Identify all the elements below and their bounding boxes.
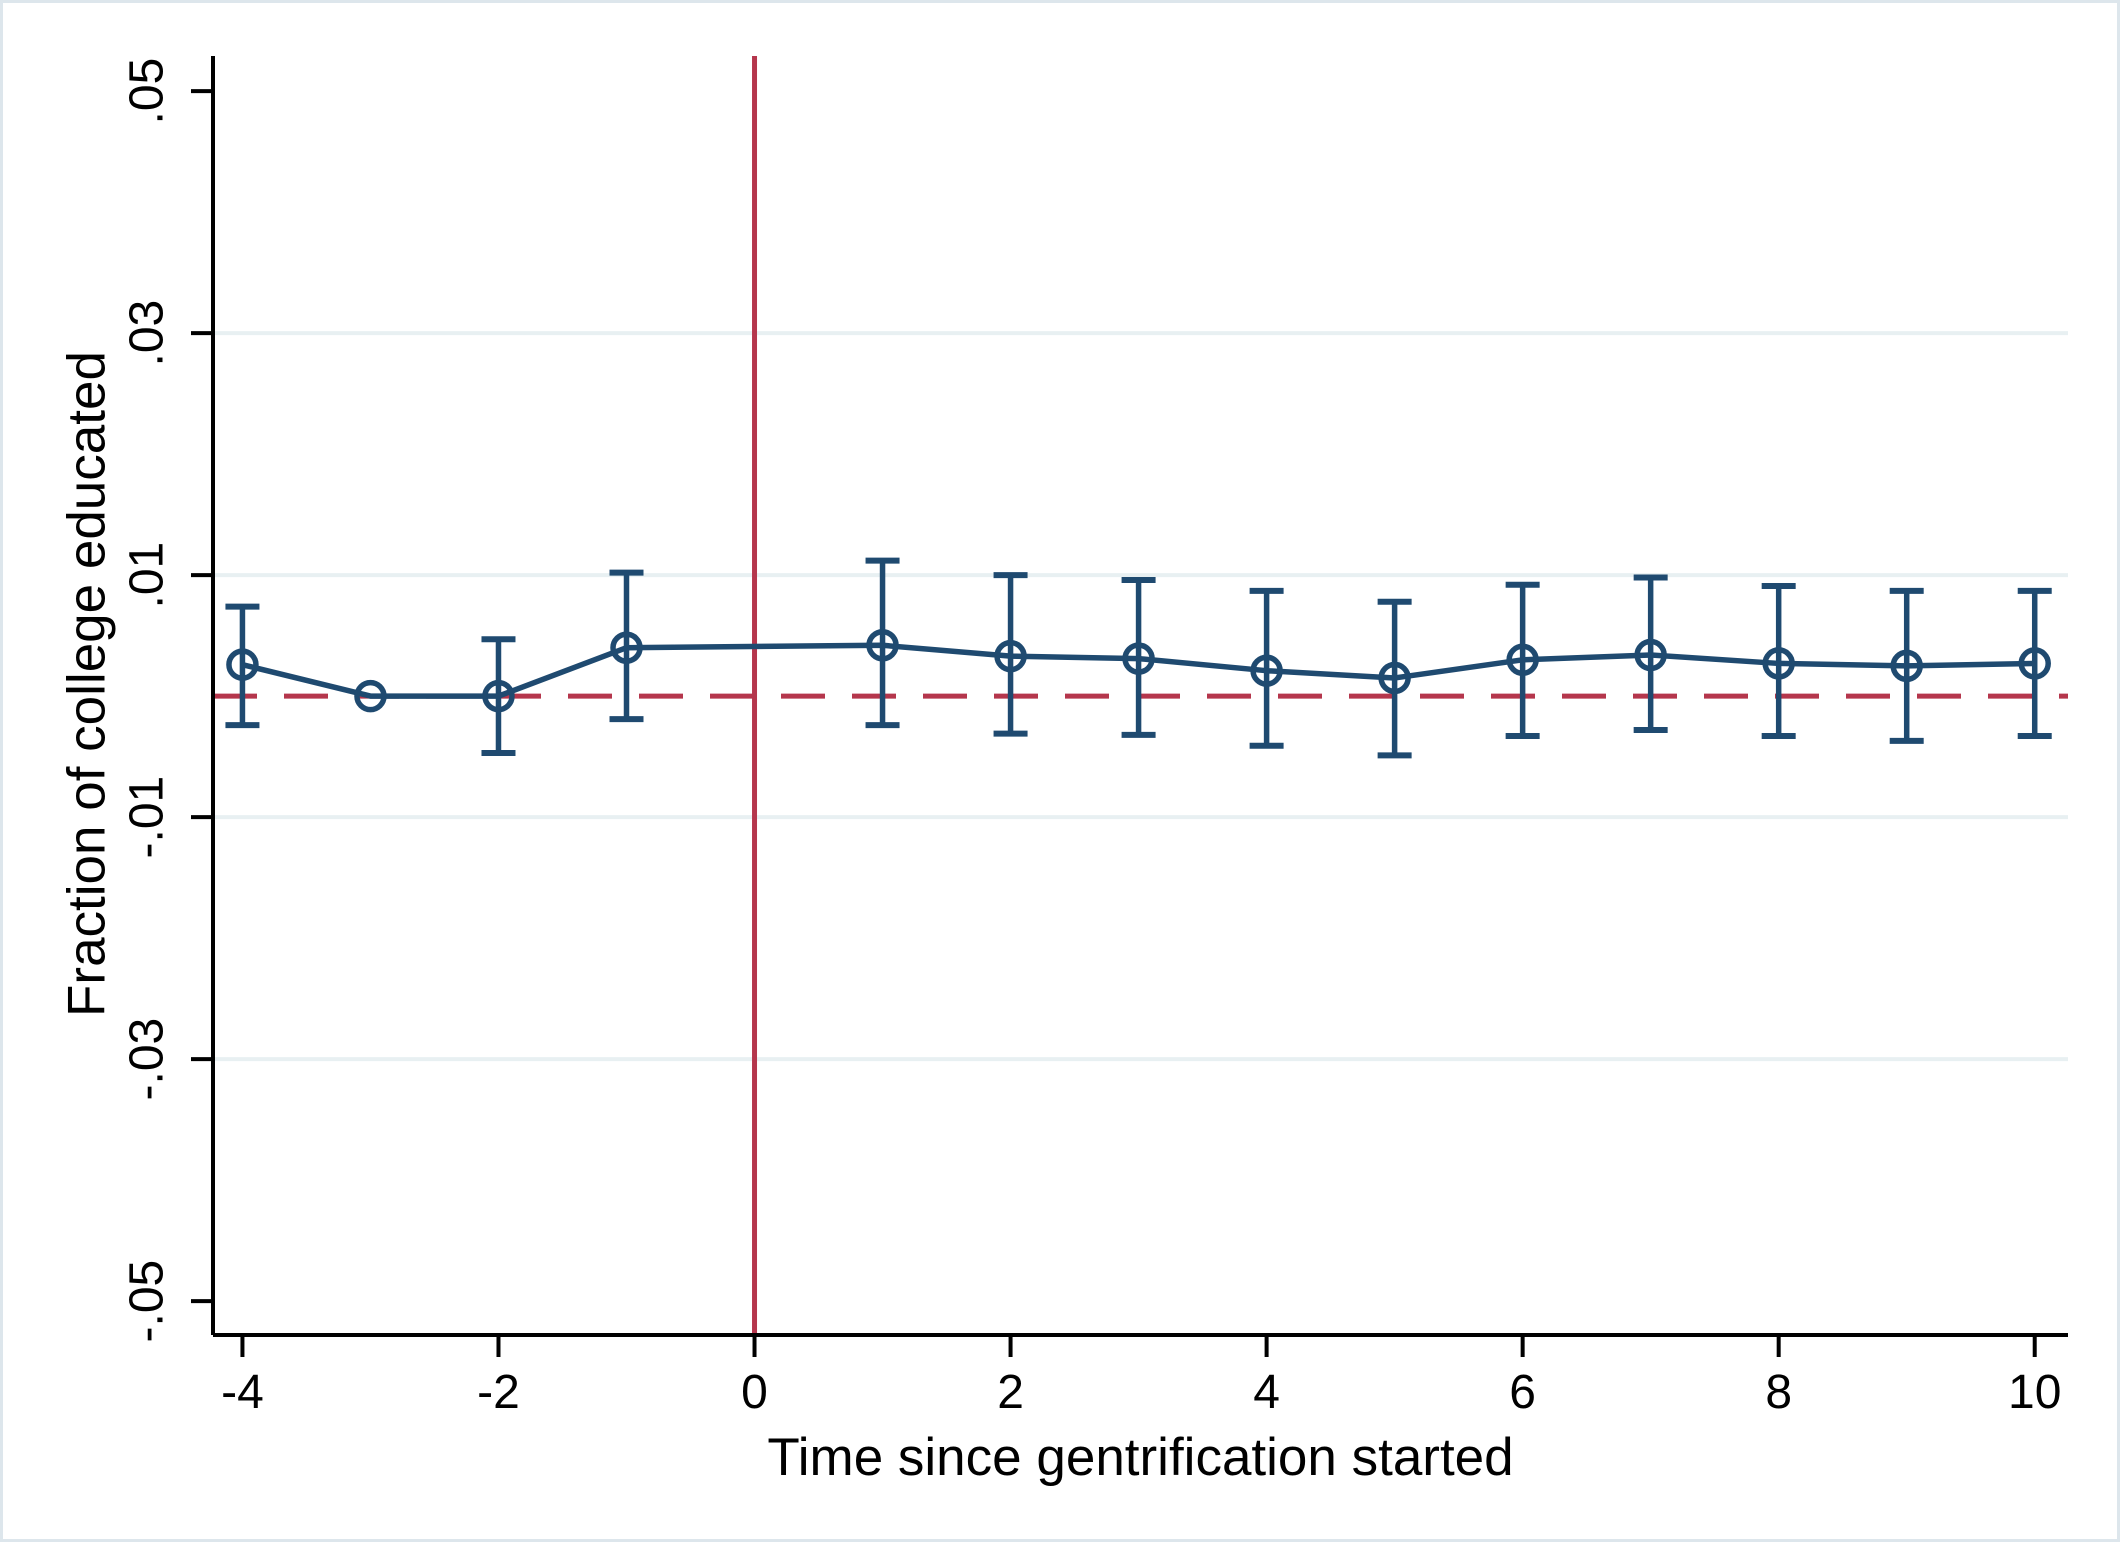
data-point-marker	[1890, 649, 1923, 683]
data-point-marker	[1762, 647, 1795, 680]
estimate-line	[241, 642, 2035, 699]
y-tick-label: -.01	[121, 776, 174, 859]
data-point-marker	[1378, 661, 1411, 695]
y-tick-label: -.03	[121, 1018, 174, 1101]
x-tick-label: 8	[1765, 1366, 1792, 1419]
data-point-marker	[866, 629, 899, 662]
x-tick-label: 0	[741, 1366, 768, 1419]
y-tick-label: .05	[121, 58, 174, 125]
data-point-marker	[1506, 643, 1539, 677]
x-axis-title: Time since gentrification started	[767, 1428, 1514, 1487]
data-point-marker	[994, 639, 1027, 673]
data-point-marker	[1634, 638, 1667, 672]
data-point-marker	[2018, 647, 2051, 680]
x-tick-label: -4	[221, 1366, 264, 1419]
y-tick-label: .03	[121, 300, 174, 367]
y-axis-title: Fraction of college educated	[57, 351, 117, 1017]
x-tick-label: -2	[477, 1366, 520, 1419]
x-tick-label: 6	[1509, 1366, 1536, 1419]
x-tick-label: 4	[1253, 1366, 1280, 1419]
data-point-marker	[482, 679, 515, 713]
data-point-marker	[1122, 642, 1155, 675]
data-point-marker	[226, 648, 259, 681]
plot-canvas: .05 .03 .01 -.01 -.03 -.05 -4 -2 0 2 4 6 8 10	[121, 56, 2068, 1419]
data-point-marker	[610, 631, 643, 664]
y-tick-label: .01	[121, 542, 174, 609]
x-tick-label: 2	[997, 1366, 1024, 1419]
data-point-marker	[354, 679, 387, 713]
x-tick-label: 10	[2008, 1366, 2061, 1419]
data-point-marker	[1250, 654, 1283, 687]
y-tick-label: -.05	[121, 1260, 174, 1343]
